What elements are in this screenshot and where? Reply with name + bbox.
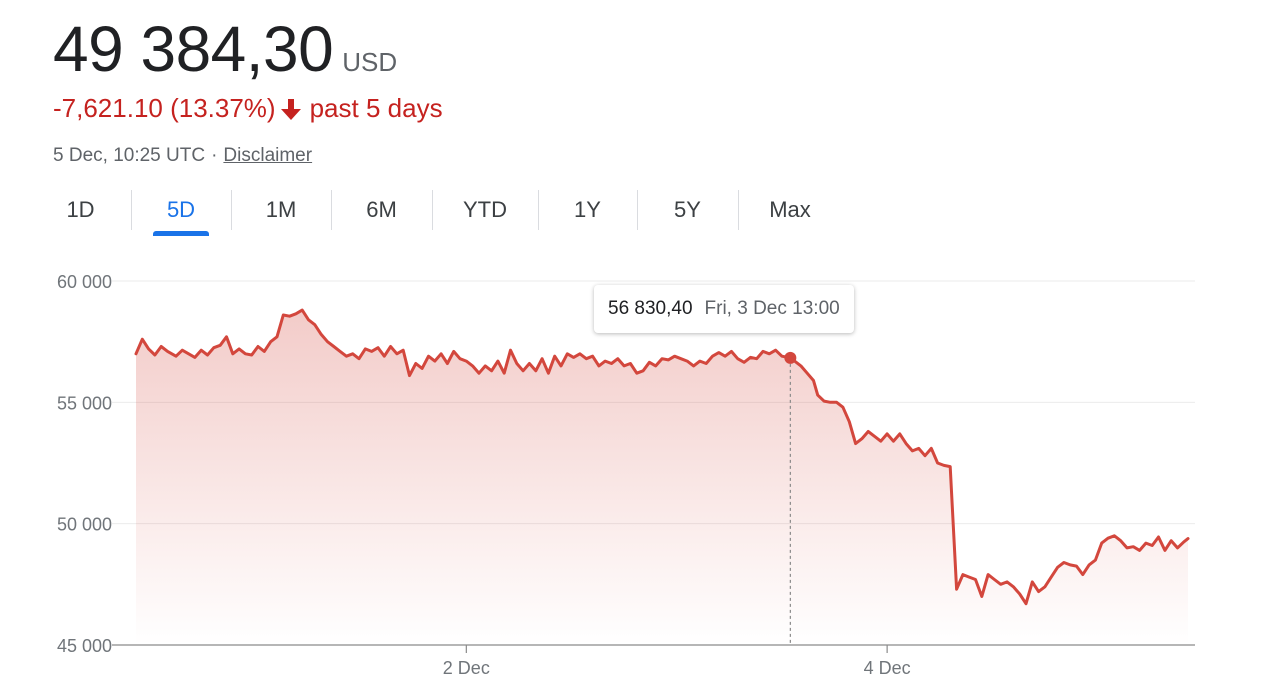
hover-point[interactable]	[784, 351, 797, 364]
disclaimer-link[interactable]: Disclaimer	[223, 145, 313, 166]
hover-tooltip: 56 830,40 Fri, 3 Dec 13:00	[594, 285, 854, 333]
price-change: -7,621.10 (13.37%) past 5 days	[53, 93, 443, 124]
x-tick-label: 2 Dec	[443, 658, 490, 678]
tab-5y[interactable]: 5Y	[637, 188, 738, 232]
price-header: 49 384,30 USD	[53, 12, 397, 86]
area-fill	[136, 310, 1188, 645]
y-tick-label: 60 000	[57, 272, 112, 292]
tab-max[interactable]: Max	[738, 188, 842, 232]
y-tick-label: 45 000	[57, 636, 112, 656]
price-line	[134, 308, 1190, 606]
quote-meta: 5 Dec, 10:25 UTC · Disclaimer	[53, 145, 312, 167]
tooltip-value: 56 830,40	[608, 298, 693, 319]
tab-1m[interactable]: 1M	[231, 188, 331, 232]
tab-5d[interactable]: 5D	[131, 188, 231, 236]
change-value: -7,621.10 (13.37%)	[53, 93, 276, 123]
arrow-down-icon	[280, 98, 301, 120]
tooltip-time: Fri, 3 Dec 13:00	[704, 298, 840, 319]
quote-timestamp: 5 Dec, 10:25 UTC	[53, 145, 206, 166]
tab-6m[interactable]: 6M	[331, 188, 432, 232]
currency-label: USD	[342, 47, 398, 77]
change-period: past 5 days	[309, 93, 443, 123]
tab-1d[interactable]: 1D	[66, 197, 95, 222]
tab-ytd[interactable]: YTD	[432, 188, 538, 232]
meta-separator: ·	[211, 145, 218, 166]
current-price: 49 384,30	[53, 13, 334, 85]
x-tick-label: 4 Dec	[864, 658, 911, 678]
range-tabs: 1D 5D 1M 6M YTD 1Y 5Y Max	[30, 188, 842, 236]
y-tick-label: 55 000	[57, 393, 112, 413]
tab-1y[interactable]: 1Y	[538, 188, 637, 232]
y-tick-label: 50 000	[57, 515, 112, 535]
